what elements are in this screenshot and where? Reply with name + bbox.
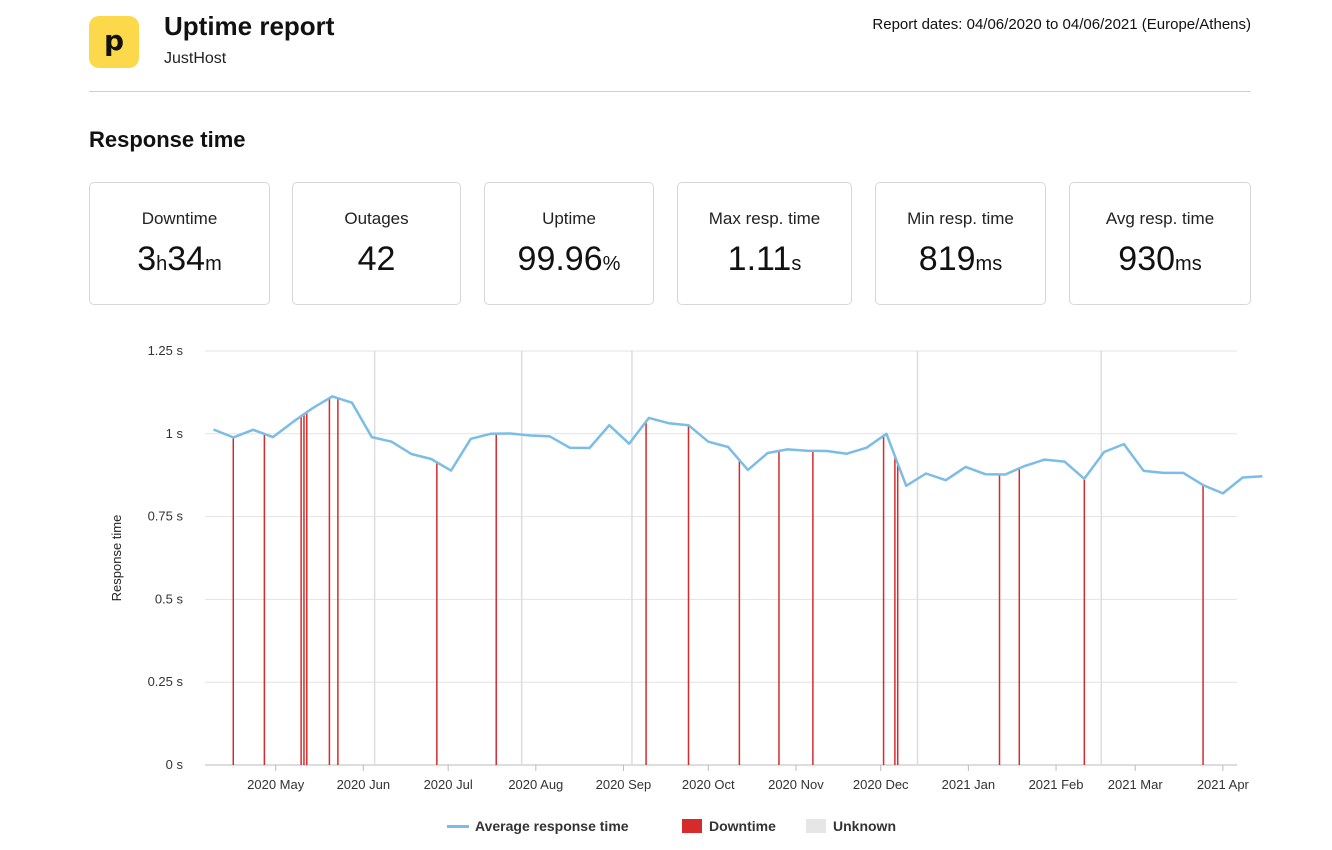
stat-value: 930ms [1070, 239, 1250, 284]
y-tick-label: 1 s [166, 426, 184, 441]
stat-value: 3h34m [90, 239, 269, 284]
stat-value: 1.11s [678, 239, 851, 284]
stat-card-uptime: Uptime 99.96% [484, 182, 654, 305]
stat-label: Min resp. time [907, 209, 1014, 228]
grid-layer [205, 350, 1237, 771]
x-tick-label: 2020 Nov [768, 777, 824, 792]
stat-number: 99.96 [517, 240, 603, 278]
stat-value: 99.96% [485, 239, 653, 284]
average-response-line [213, 395, 1263, 495]
stat-number: 930 [1118, 240, 1176, 278]
stat-unit: ms [975, 253, 1003, 275]
stat-card-downtime: Downtime 3h34m [89, 182, 270, 305]
x-tick-label: 2020 Oct [682, 777, 735, 792]
x-tick-label: 2020 Sep [596, 777, 652, 792]
x-tick-label: 2020 Jul [424, 777, 473, 792]
stat-number: 34 [167, 240, 206, 278]
line-layer [213, 395, 1263, 495]
page-title: Uptime report [164, 11, 335, 41]
stat-unit: s [791, 253, 802, 275]
stat-card-outages: Outages 42 [292, 182, 461, 305]
x-tick-label: 2020 Dec [853, 777, 909, 792]
downtime-layer [232, 398, 1204, 765]
x-tick-label: 2021 Mar [1108, 777, 1164, 792]
y-axis-label: Response time [109, 515, 124, 602]
legend-swatch-downtime [682, 819, 702, 833]
stat-number: 1.11 [727, 240, 792, 278]
x-tick-label: 2020 Aug [508, 777, 563, 792]
stat-card-max-resp: Max resp. time 1.11s [677, 182, 852, 305]
x-tick-label: 2021 Apr [1197, 777, 1250, 792]
stat-number: 819 [918, 240, 976, 278]
stat-number: 3 [137, 240, 157, 278]
x-tick-label: 2020 May [247, 777, 305, 792]
logo-letter: p [103, 24, 125, 57]
y-tick-label: 0.75 s [148, 509, 184, 524]
legend-item-average[interactable]: Average response time [447, 818, 629, 834]
label-layer: 0 s 0.25 s 0.5 s 0.75 s 1 s 1.25 s 2020 May 202… [148, 343, 1250, 792]
stat-unit: m [205, 253, 222, 275]
stat-value: 42 [293, 239, 460, 279]
x-tick-label: 2021 Feb [1029, 777, 1084, 792]
legend-item-unknown[interactable]: Unknown [806, 818, 896, 834]
stat-unit: % [602, 253, 621, 275]
stat-unit: h [156, 253, 168, 275]
legend-label: Unknown [833, 818, 896, 834]
stat-label: Outages [344, 209, 409, 228]
y-tick-label: 0.5 s [155, 591, 184, 606]
legend-item-downtime[interactable]: Downtime [682, 818, 776, 834]
legend-swatch-average [447, 824, 469, 828]
legend-label: Average response time [475, 818, 629, 834]
stat-unit: ms [1175, 253, 1202, 275]
legend-label: Downtime [709, 818, 776, 834]
y-tick-label: 0 s [166, 757, 184, 772]
stat-label: Uptime [542, 209, 596, 228]
stat-label: Max resp. time [708, 209, 821, 228]
y-tick-label: 1.25 s [148, 343, 184, 358]
y-tick-label: 0.25 s [148, 674, 184, 689]
header-divider [89, 91, 1251, 92]
report-dates: Report dates: 04/06/2020 to 04/06/2021 (… [872, 16, 1251, 33]
stat-card-min-resp: Min resp. time 819ms [875, 182, 1046, 305]
stat-card-avg-resp: Avg resp. time 930ms [1069, 182, 1251, 305]
stat-label: Downtime [141, 209, 218, 228]
app-logo: p [89, 16, 139, 68]
legend-swatch-unknown [806, 819, 826, 833]
stat-number: 42 [357, 240, 396, 278]
chart-legend: Average response time Downtime Unknown [0, 818, 1332, 840]
stat-label: Avg resp. time [1105, 209, 1215, 228]
section-title: Response time [89, 127, 246, 152]
x-tick-label: 2020 Jun [337, 777, 391, 792]
x-tick-label: 2021 Jan [942, 777, 996, 792]
stat-value: 819ms [876, 239, 1045, 284]
monitor-name: JustHost [164, 50, 227, 67]
unknown-layer [373, 351, 1103, 765]
